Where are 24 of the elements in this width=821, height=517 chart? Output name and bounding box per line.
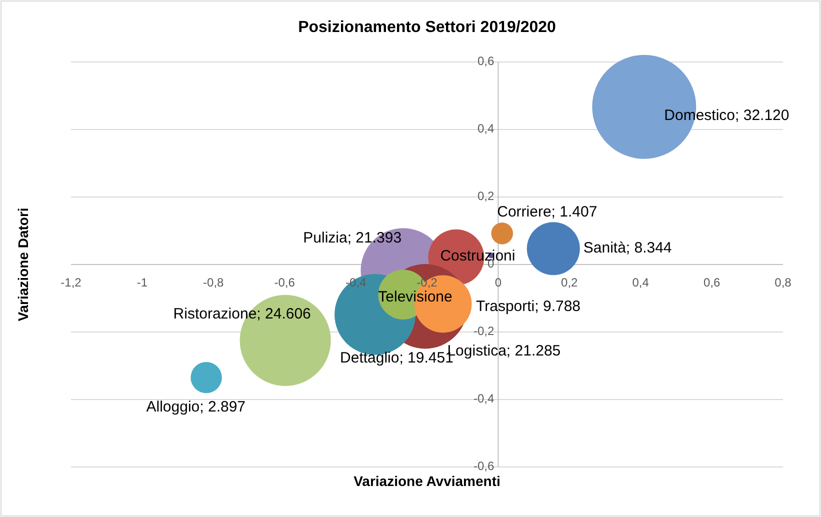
y-axis-title: Variazione Datori bbox=[15, 208, 31, 322]
x-tick-label: 0,4 bbox=[632, 276, 650, 290]
chart-title: Posizionamento Settori 2019/2020 bbox=[298, 19, 556, 36]
y-tick-label: -0,6 bbox=[474, 459, 495, 474]
annotation: Trasporti; 9.788 bbox=[476, 298, 581, 315]
annotation: Domestico; 32.120 bbox=[664, 106, 790, 124]
x-tick-label: -1 bbox=[136, 276, 148, 290]
annotation: Sanità; 8.344 bbox=[583, 240, 672, 257]
annotation: Ristorazione; 24.606 bbox=[173, 305, 311, 322]
annotation: Corriere; 1.407 bbox=[497, 203, 598, 220]
annotation: Alloggio; 2.897 bbox=[146, 398, 246, 416]
y-tick-label: -0,2 bbox=[474, 324, 495, 338]
x-tick-label: -0,8 bbox=[203, 276, 224, 290]
y-tick-label: -0,4 bbox=[474, 392, 495, 406]
x-tick-label: -0,6 bbox=[274, 276, 296, 290]
x-tick-label: 0,6 bbox=[703, 276, 720, 290]
y-tick-label: 0,2 bbox=[478, 189, 495, 204]
x-axis-title: Variazione Avviamenti bbox=[354, 473, 500, 489]
y-tick-label: 0,4 bbox=[478, 122, 495, 136]
y-tick-label: 0,6 bbox=[478, 54, 495, 68]
x-tick-label: 0,8 bbox=[774, 276, 792, 290]
x-tick-label: 0,2 bbox=[561, 276, 578, 290]
x-tick-label: -1,2 bbox=[60, 276, 82, 290]
annotation: Televisione bbox=[378, 288, 452, 306]
